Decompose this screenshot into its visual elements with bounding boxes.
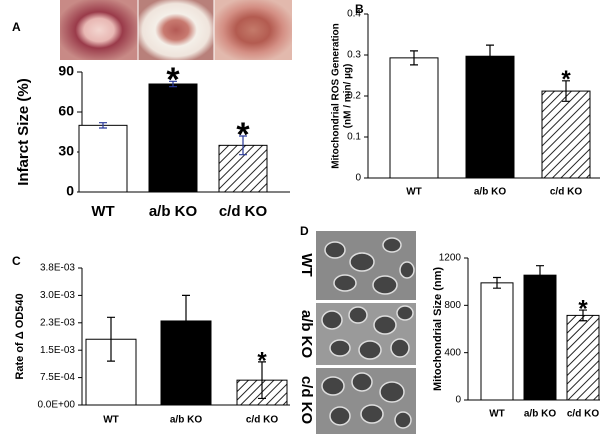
- y-tick-label: 7.5E-04: [40, 372, 75, 383]
- error-bar: [239, 135, 247, 156]
- error-bar: [99, 122, 107, 129]
- y-tick-label: 0: [455, 395, 461, 406]
- y-tick-label: 0.0E+00: [37, 400, 75, 411]
- y-tick-label: 60: [58, 103, 74, 119]
- y-axis-label: Mitochondrial Size (nm): [432, 267, 444, 391]
- error-bar: [410, 50, 418, 66]
- y-tick-label: 30: [58, 143, 74, 159]
- x-tick-label: WT: [103, 415, 119, 426]
- x-tick-label: c/d KO: [219, 203, 268, 220]
- y-tick-label: 2.3E-03: [40, 317, 75, 328]
- x-tick-label: WT: [489, 409, 505, 420]
- y-axis-label: Infarct Size (%): [15, 78, 32, 186]
- y-tick-label: 0.3: [347, 50, 361, 61]
- panel-label: D: [300, 224, 309, 238]
- image-label: c/d KO: [298, 376, 315, 425]
- x-tick-label: c/d KO: [246, 415, 278, 426]
- panel-label: B: [355, 2, 364, 16]
- error-bar: [579, 309, 587, 322]
- bar: [465, 55, 515, 179]
- significance-marker: *: [561, 66, 571, 93]
- error-bar: [493, 276, 501, 289]
- error-bar: [182, 294, 190, 348]
- bar: [389, 57, 439, 179]
- y-tick-label: 0: [355, 173, 361, 184]
- x-tick-label: a/b KO: [524, 409, 556, 420]
- x-tick-label: a/b KO: [149, 203, 198, 220]
- x-tick-label: a/b KO: [474, 187, 506, 198]
- error-bar: [486, 44, 494, 68]
- y-tick-label: 800: [444, 300, 461, 311]
- error-bar: [107, 316, 115, 362]
- y-tick-label: 0.1: [347, 132, 361, 143]
- y-tick-label: 0: [66, 183, 74, 199]
- bar: [566, 314, 600, 401]
- panel-label: C: [12, 254, 21, 268]
- y-tick-label: 90: [58, 63, 74, 79]
- bar: [78, 124, 128, 193]
- y-tick-label: 400: [444, 347, 461, 358]
- significance-marker: *: [166, 61, 180, 99]
- bar: [523, 274, 557, 401]
- error-bar: [169, 80, 177, 88]
- micrographs: [316, 231, 416, 434]
- image-label: a/b KO: [298, 310, 315, 359]
- y-tick-label: 0.4: [347, 9, 361, 20]
- significance-marker: *: [578, 295, 588, 322]
- significance-marker: *: [236, 116, 250, 154]
- bar: [480, 282, 514, 401]
- panel-label: A: [12, 20, 21, 34]
- y-tick-label: 1.5E-03: [40, 345, 75, 356]
- x-tick-label: c/d KO: [567, 409, 599, 420]
- error-bar: [562, 80, 570, 102]
- x-tick-label: WT: [91, 203, 114, 220]
- x-tick-label: c/d KO: [550, 187, 582, 198]
- heart-photos: [60, 0, 292, 60]
- y-axis-label: (nM / min/ µg): [343, 64, 354, 129]
- y-axis-label: Rate of Δ OD540: [14, 293, 26, 379]
- image-label: WT: [298, 253, 315, 276]
- x-tick-label: WT: [406, 187, 422, 198]
- bar: [541, 90, 591, 179]
- bar: [148, 83, 198, 193]
- error-bar: [258, 361, 266, 400]
- x-tick-label: a/b KO: [170, 415, 202, 426]
- y-tick-label: 1200: [439, 253, 462, 264]
- y-axis-label: Mitochondrial ROS Generation: [331, 23, 342, 169]
- y-tick-label: 3.8E-03: [40, 263, 75, 274]
- error-bar: [536, 265, 544, 286]
- significance-marker: *: [257, 347, 267, 374]
- y-tick-label: 0.2: [347, 91, 361, 102]
- y-tick-label: 3.0E-03: [40, 290, 75, 301]
